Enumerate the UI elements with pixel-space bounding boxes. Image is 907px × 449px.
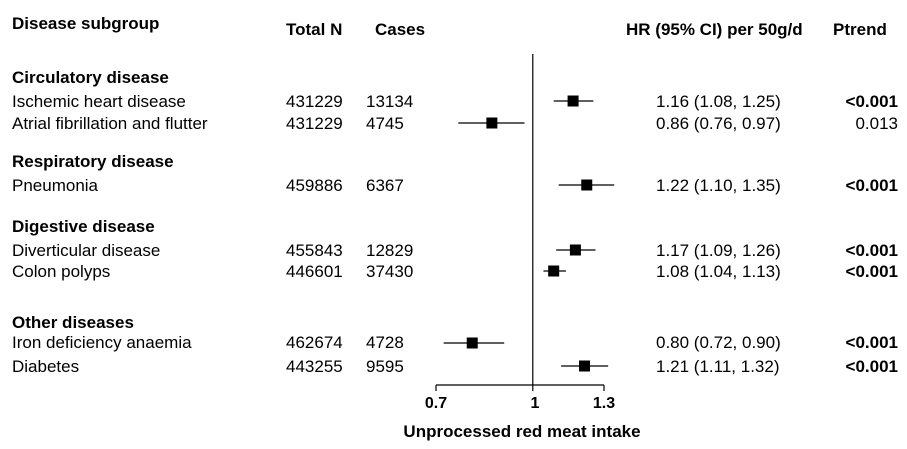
row-ptrend: <0.001: [845, 333, 898, 352]
row-total-n: 431229: [286, 92, 343, 111]
row-cases: 4745: [366, 114, 404, 133]
row-label: Pneumonia: [12, 176, 99, 195]
row-total-n: 455843: [286, 241, 343, 260]
row-ptrend: <0.001: [845, 176, 898, 195]
x-tick-label: 1: [530, 395, 540, 412]
row-ptrend: <0.001: [845, 241, 898, 260]
row-total-n: 446601: [286, 262, 343, 281]
group-heading: Digestive disease: [12, 217, 155, 236]
group-heading: Other diseases: [12, 313, 134, 332]
row-label: Iron deficiency anaemia: [12, 333, 192, 352]
row-cases: 13134: [366, 92, 414, 111]
row-hr-ci: 1.16 (1.08, 1.25): [656, 92, 781, 111]
cropped-row-mask: [0, 284, 530, 296]
row-cases: 37430: [366, 262, 414, 281]
row-ptrend: 0.013: [855, 114, 898, 133]
row-cases: 12829: [366, 241, 414, 260]
header-subgroup: Disease subgroup: [12, 14, 160, 33]
x-tick-label: 0.7: [424, 395, 448, 412]
group-heading: Respiratory disease: [12, 152, 174, 171]
cropped-row-mask: [540, 284, 907, 296]
row-ptrend: <0.001: [845, 262, 898, 281]
header-hr: HR (95% CI) per 50g/d: [626, 20, 803, 39]
row-label: Colon polyps: [12, 262, 111, 281]
row-ptrend: <0.001: [845, 357, 898, 376]
hr-point: [569, 244, 581, 256]
row-hr-ci: 0.80 (0.72, 0.90): [656, 333, 781, 352]
hr-point: [466, 337, 478, 349]
row-label: Diabetes: [12, 357, 80, 376]
group-heading: Circulatory disease: [12, 68, 169, 87]
x-tick-label: 1.3: [592, 395, 616, 412]
row-label: Ischemic heart disease: [12, 92, 186, 111]
hr-point: [567, 95, 579, 107]
row-total-n: 431229: [286, 114, 343, 133]
row-total-n: 462674: [286, 333, 343, 352]
header-cases: Cases: [375, 20, 426, 39]
row-ptrend: <0.001: [845, 92, 898, 111]
row-cases: 9595: [366, 357, 404, 376]
hr-point: [486, 117, 498, 129]
row-hr-ci: 1.21 (1.11, 1.32): [656, 357, 780, 376]
hr-point: [579, 360, 591, 372]
row-total-n: 443255: [286, 357, 343, 376]
hr-point: [548, 265, 560, 277]
row-label: Diverticular disease: [12, 241, 161, 260]
header-ptrend: Ptrend: [833, 20, 887, 39]
row-hr-ci: 1.22 (1.10, 1.35): [656, 176, 781, 195]
row-hr-ci: 0.86 (0.76, 0.97): [656, 114, 781, 133]
header-total-n: Total N: [286, 20, 343, 39]
x-axis-label: Unprocessed red meat intake: [403, 422, 641, 441]
row-cases: 4728: [366, 333, 404, 352]
row-total-n: 459886: [286, 176, 343, 195]
row-hr-ci: 1.08 (1.04, 1.13): [656, 262, 781, 281]
row-cases: 6367: [366, 176, 404, 195]
row-hr-ci: 1.17 (1.09, 1.26): [656, 241, 781, 260]
hr-point: [581, 179, 593, 191]
row-label: Atrial fibrillation and flutter: [12, 114, 208, 133]
